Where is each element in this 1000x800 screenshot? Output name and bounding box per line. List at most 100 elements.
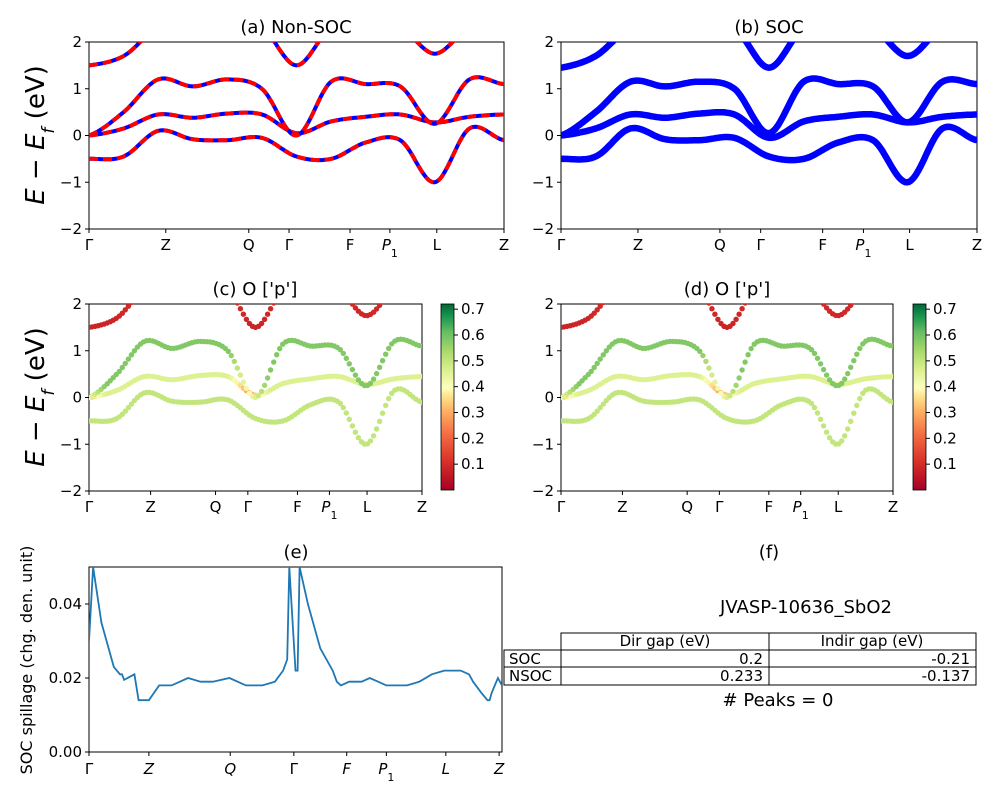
band-point xyxy=(165,287,170,292)
band-point xyxy=(649,287,654,292)
band-point xyxy=(316,287,321,292)
panel-a-title: (a) Non-SOC xyxy=(240,17,351,38)
band-point xyxy=(817,361,824,367)
band-point xyxy=(604,296,609,301)
panel-c-title: (c) O ['p'] xyxy=(213,279,298,300)
band-point xyxy=(848,304,854,309)
band-point xyxy=(313,287,318,292)
table-cell-soc-dir: 0.2 xyxy=(739,650,763,668)
band-point xyxy=(655,287,660,292)
band-point xyxy=(860,289,865,294)
table-header-dir: Dir gap (eV) xyxy=(620,632,711,650)
band-point xyxy=(319,286,324,291)
band-point xyxy=(332,286,337,291)
ylabel-top: E − Ef (eV) xyxy=(21,65,59,205)
band-point xyxy=(661,287,666,292)
gap-table xyxy=(503,632,977,686)
band-point xyxy=(854,402,860,409)
band-point xyxy=(234,365,240,371)
xtick-label: Z xyxy=(972,236,982,254)
band-point xyxy=(670,287,675,292)
band-point xyxy=(383,351,389,357)
band-point xyxy=(153,285,158,290)
xtick-label: F xyxy=(293,498,302,516)
band-point xyxy=(857,395,863,402)
band-point xyxy=(673,287,678,292)
band-point xyxy=(392,287,397,292)
band-point xyxy=(373,426,380,432)
band-point xyxy=(809,288,814,293)
band-point xyxy=(135,293,140,298)
band-point xyxy=(845,306,851,312)
band-point xyxy=(845,370,851,377)
band-point xyxy=(162,287,167,292)
band-point xyxy=(736,375,742,381)
band-point xyxy=(820,423,827,429)
band-point xyxy=(340,350,346,357)
band-point xyxy=(352,372,359,378)
band-point xyxy=(381,304,384,305)
band-point xyxy=(376,418,383,424)
band-point xyxy=(122,360,128,367)
band-point xyxy=(854,295,859,300)
band-up-2 xyxy=(89,75,504,138)
band-point xyxy=(419,287,424,292)
band-point xyxy=(594,307,600,313)
xtick-label: P1 xyxy=(321,498,337,522)
panel-f-title: (f) xyxy=(759,542,779,563)
band-point xyxy=(591,364,597,371)
ytick-label: −2 xyxy=(532,220,554,238)
xtick-label: Z xyxy=(633,236,643,254)
band-point xyxy=(177,287,182,292)
band-point xyxy=(845,426,851,432)
band-point xyxy=(823,429,830,435)
xtick-label: Γ xyxy=(85,498,94,516)
band-point xyxy=(346,361,352,367)
band-point xyxy=(119,364,126,371)
xtick-label: L xyxy=(905,236,914,254)
band-point xyxy=(727,393,733,399)
colorbar-tick-label: 0.1 xyxy=(461,455,485,473)
band-point xyxy=(370,376,377,382)
band-point xyxy=(887,287,892,292)
panel-e-axes: 0.040.020.00Γ Z Q Γ F P1 L Z xyxy=(49,566,505,784)
band-point xyxy=(277,345,283,352)
band-point xyxy=(237,306,244,312)
band-point xyxy=(715,316,721,322)
band-point xyxy=(267,367,274,373)
ylabel-mid: E − Ef (eV) xyxy=(21,327,59,467)
band-point xyxy=(820,366,827,373)
band-point xyxy=(125,304,132,309)
band-point xyxy=(335,287,340,292)
band-point xyxy=(697,348,703,354)
band-point xyxy=(709,372,715,378)
xtick-label: L xyxy=(442,760,450,778)
band-point xyxy=(664,287,669,292)
colorbar-d-ticks: 0.7 0.6 0.5 0.4 0.3 0.2 0.1 xyxy=(926,300,957,473)
band-point xyxy=(264,311,271,317)
band-point xyxy=(748,345,754,352)
band-point xyxy=(243,385,250,391)
band-point xyxy=(733,316,739,322)
ytick-label: −1 xyxy=(60,173,82,191)
band-point xyxy=(715,385,721,391)
band-point xyxy=(628,286,633,291)
ytick-label: 2 xyxy=(72,33,82,51)
band-point xyxy=(658,287,663,292)
band-point xyxy=(344,294,349,299)
band-point xyxy=(271,359,277,365)
band-point xyxy=(174,287,179,292)
xtick-label: Z xyxy=(499,236,509,254)
band-point xyxy=(839,438,845,444)
band-point xyxy=(739,367,745,373)
ytick-label: 1 xyxy=(544,342,554,360)
band-point xyxy=(183,287,188,292)
band-point xyxy=(736,311,742,317)
band-point xyxy=(198,287,203,292)
xtick-label: L xyxy=(834,498,843,516)
band-point xyxy=(159,286,164,291)
band-point xyxy=(851,358,857,364)
band-point xyxy=(600,401,606,407)
band-point xyxy=(413,287,418,292)
band-point xyxy=(376,364,383,370)
